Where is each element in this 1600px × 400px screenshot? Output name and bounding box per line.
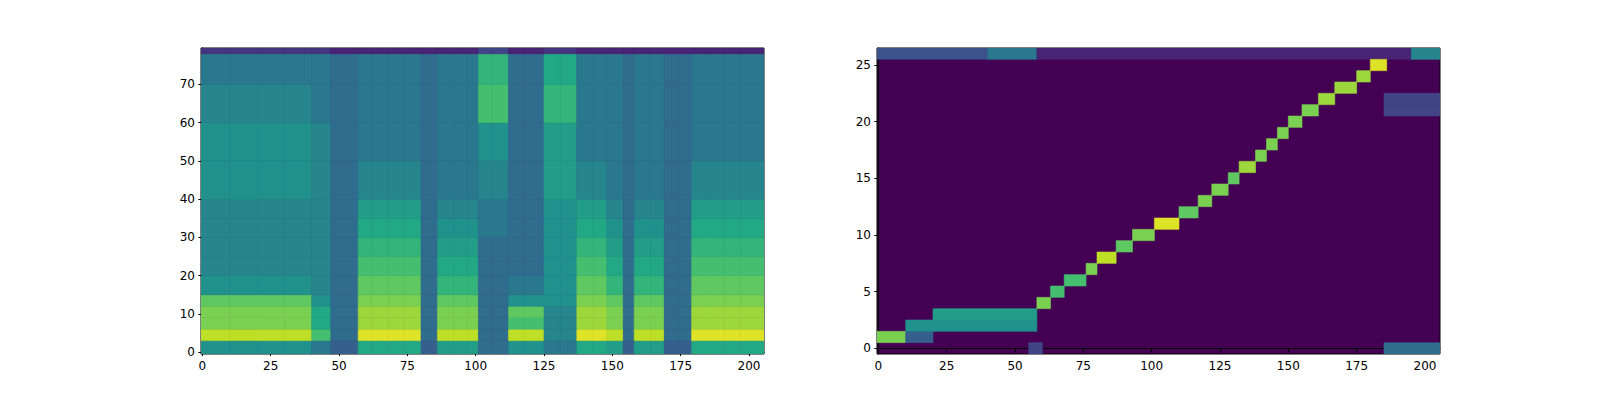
svg-text:25: 25 (263, 359, 278, 373)
svg-text:70: 70 (180, 77, 195, 91)
svg-text:175: 175 (1345, 359, 1368, 373)
svg-text:15: 15 (856, 171, 871, 185)
svg-text:100: 100 (464, 359, 487, 373)
svg-text:175: 175 (669, 359, 692, 373)
svg-text:20: 20 (856, 115, 871, 129)
svg-text:0: 0 (875, 359, 883, 373)
svg-text:60: 60 (180, 116, 195, 130)
svg-text:25: 25 (856, 58, 871, 72)
svg-text:125: 125 (533, 359, 556, 373)
svg-text:0: 0 (187, 345, 195, 359)
svg-text:125: 125 (1209, 359, 1232, 373)
svg-text:50: 50 (180, 154, 195, 168)
svg-text:25: 25 (939, 359, 954, 373)
svg-text:200: 200 (738, 359, 761, 373)
svg-text:50: 50 (331, 359, 346, 373)
svg-text:20: 20 (180, 269, 195, 283)
svg-text:30: 30 (180, 230, 195, 244)
svg-text:75: 75 (400, 359, 415, 373)
svg-text:5: 5 (863, 285, 871, 299)
svg-text:75: 75 (1076, 359, 1091, 373)
svg-text:0: 0 (863, 341, 871, 355)
svg-text:10: 10 (180, 307, 195, 321)
svg-text:200: 200 (1414, 359, 1437, 373)
svg-text:0: 0 (199, 359, 207, 373)
svg-text:50: 50 (1007, 359, 1022, 373)
svg-text:150: 150 (1277, 359, 1300, 373)
svg-text:40: 40 (180, 192, 195, 206)
svg-text:150: 150 (601, 359, 624, 373)
svg-text:100: 100 (1140, 359, 1163, 373)
svg-text:10: 10 (856, 228, 871, 242)
